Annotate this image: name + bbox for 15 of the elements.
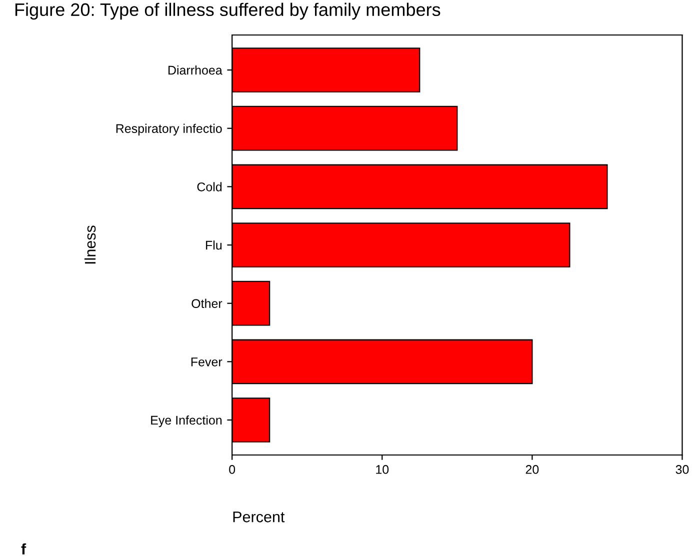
y-tick-label: Other xyxy=(192,298,222,308)
y-tick-label: Diarrhoea xyxy=(168,65,222,75)
x-tick-label: 30 xyxy=(676,465,689,474)
chart-title: Figure 20: Type of illness suffered by family members xyxy=(15,2,440,20)
x-axis-title: Percent xyxy=(233,512,285,522)
text: f xyxy=(21,543,26,554)
x-tick-label: 0 xyxy=(229,465,236,474)
y-tick-label: Cold xyxy=(197,182,222,192)
y-tick-label: Respiratory infectio xyxy=(116,124,222,136)
y-tick-label: Eye Infection xyxy=(151,415,222,428)
x-tick-label: 10 xyxy=(376,465,389,474)
x-tick-label: 20 xyxy=(526,465,539,474)
y-axis-title: Ilness xyxy=(84,226,96,264)
y-tick-label: Flu xyxy=(206,240,222,250)
y-tick-label: Fever xyxy=(191,358,222,366)
